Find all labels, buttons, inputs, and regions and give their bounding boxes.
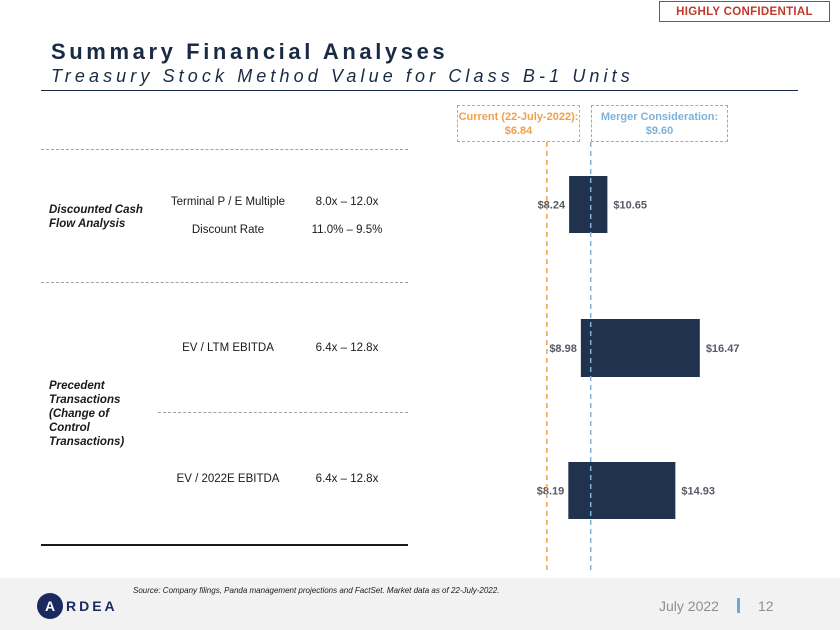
- group-label-precedent: Precedent Transactions (Change of Contro…: [49, 380, 125, 448]
- metric-label: Discount Rate: [191, 224, 265, 236]
- high-value-label: $10.65: [613, 200, 647, 212]
- title-divider: [41, 90, 798, 91]
- source-note: Source: Company filings, Panda managemen…: [133, 586, 500, 595]
- group-label-dcf: Discounted Cash Flow Analysis: [49, 204, 143, 230]
- footer-date: July 2022: [659, 598, 719, 614]
- footer-band: [0, 578, 840, 630]
- low-value-label: $8.24: [538, 200, 566, 212]
- range-bar: [568, 462, 676, 519]
- low-value-label: $8.98: [549, 343, 577, 355]
- confidential-badge: HIGHLY CONFIDENTIAL: [659, 1, 830, 22]
- page-number: 12: [758, 598, 774, 614]
- metric-label: Terminal P / E Multiple: [170, 196, 286, 208]
- metric-label: EV / LTM EBITDA: [182, 342, 274, 354]
- range-value: 6.4x – 12.8x: [315, 473, 379, 485]
- range-value: 6.4x – 12.8x: [315, 342, 379, 354]
- logo-wordmark: RDEA: [66, 598, 118, 614]
- range-bar: [580, 319, 700, 377]
- low-value-label: $8.19: [537, 486, 565, 498]
- range-bar: [569, 176, 608, 233]
- page-subtitle: Treasury Stock Method Value for Class B-…: [51, 66, 634, 86]
- table-bottom-rule: [41, 544, 408, 546]
- merger-consideration-callout: Merger Consideration: $9.60: [591, 105, 728, 142]
- range-value: 11.0% – 9.5%: [311, 224, 383, 236]
- high-value-label: $16.47: [706, 343, 740, 355]
- page-title: Summary Financial Analyses: [51, 39, 449, 64]
- ardea-logo: A RDEA: [37, 593, 118, 619]
- logo-mark: A: [37, 593, 63, 619]
- table-divider-middle: [41, 282, 408, 283]
- page-separator: [737, 598, 740, 613]
- table-divider-sub: [158, 412, 408, 413]
- range-value: 8.0x – 12.0x: [315, 196, 379, 208]
- metric-label: EV / 2022E EBITDA: [176, 473, 280, 485]
- current-price-callout: Current (22-July-2022): $6.84: [457, 105, 580, 142]
- table-divider-top: [41, 149, 408, 150]
- high-value-label: $14.93: [681, 486, 715, 498]
